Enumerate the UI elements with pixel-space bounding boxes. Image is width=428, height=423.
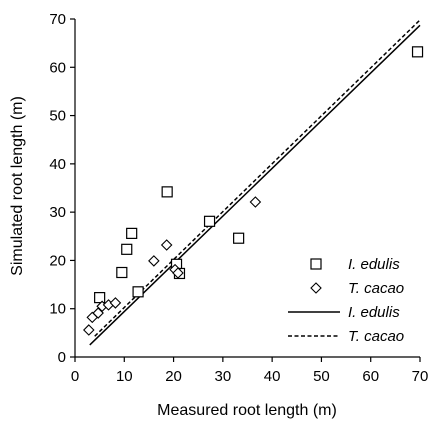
y-tick-label: 0 <box>58 349 66 366</box>
legend-label: I. edulis <box>348 256 400 273</box>
legend: I. edulis T. cacao I. edulis T. cacao <box>288 256 404 345</box>
x-tick-label: 70 <box>412 368 428 385</box>
y-axis-title: Simulated root length (m) <box>9 96 26 276</box>
tick-labels: 0 10 20 30 40 50 60 70 0 10 20 30 40 50 60 70 <box>49 11 428 385</box>
cacao-data-point <box>109 297 122 309</box>
cacao-data-point <box>160 239 173 251</box>
legend-label: I. edulis <box>348 304 400 321</box>
legend-label: T. cacao <box>348 280 404 297</box>
edulis-data-point <box>233 232 245 244</box>
y-tick-label: 10 <box>49 301 66 318</box>
legend-entry: I. edulis <box>288 304 400 321</box>
cacao-data-point <box>148 255 160 267</box>
x-tick-label: 0 <box>71 368 79 385</box>
axes <box>70 18 421 362</box>
edulis-data-point <box>161 186 173 198</box>
x-tick-label: 30 <box>215 368 232 385</box>
legend-entry: T. cacao <box>310 280 404 297</box>
y-tick-label: 60 <box>49 59 66 76</box>
legend-entry: T. cacao <box>288 328 404 345</box>
x-axis-title: Measured root length (m) <box>157 402 337 419</box>
x-tick-label: 10 <box>116 368 133 385</box>
x-tick-label: 50 <box>313 368 330 385</box>
x-tick-label: 20 <box>165 368 182 385</box>
cacao-regression-line <box>94 19 421 337</box>
cacao-data-point <box>83 324 95 336</box>
edulis-regression-line <box>89 24 421 346</box>
y-tick-label: 30 <box>49 204 66 221</box>
legend-diamond-icon <box>310 282 322 294</box>
edulis-data-point <box>121 243 133 255</box>
edulis-data-point <box>132 286 144 298</box>
edulis-data-point <box>411 46 424 58</box>
legend-entry: I. edulis <box>310 256 400 273</box>
y-tick-label: 70 <box>49 11 66 28</box>
legend-label: T. cacao <box>348 328 404 345</box>
legend-square-icon <box>310 258 322 270</box>
edulis-data-point <box>116 266 128 279</box>
edulis-data-point <box>203 215 216 227</box>
plot-area <box>83 19 424 346</box>
x-tick-label: 60 <box>362 368 379 385</box>
edulis-data-point <box>126 227 138 239</box>
y-tick-label: 50 <box>49 108 66 125</box>
edulis-data-point <box>94 292 106 304</box>
y-tick-label: 20 <box>49 252 66 269</box>
y-tick-label: 40 <box>49 156 66 173</box>
x-tick-label: 40 <box>264 368 281 385</box>
cacao-data-point <box>172 267 184 279</box>
cacao-data-point <box>249 196 262 208</box>
